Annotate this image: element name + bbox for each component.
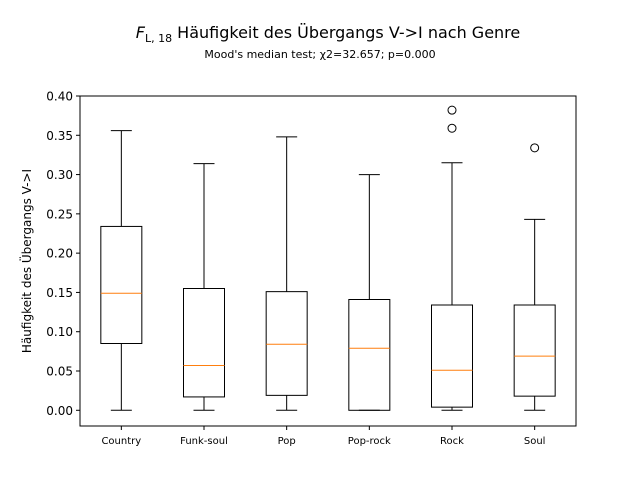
- x-axis: Country Funk-soul Pop Pop-rock Rock Soul: [101, 426, 545, 447]
- x-tick-label: Pop: [278, 436, 296, 447]
- box-rock: [431, 105, 473, 411]
- axes-frame: [79, 95, 577, 427]
- x-tick-label: Funk-soul: [180, 436, 228, 447]
- title-symbol: F: [136, 23, 146, 42]
- y-axis: 0.00 0.05 0.10 0.15 0.20 0.25 0.30 0.35 0.40: [46, 90, 80, 418]
- title-subscript: L, 18: [145, 32, 172, 45]
- x-tick-label: Rock: [440, 436, 464, 447]
- x-tick-label: Soul: [524, 436, 546, 447]
- iqr-box: [265, 291, 308, 396]
- outlier-point: [447, 123, 457, 133]
- iqr-box: [183, 288, 225, 398]
- box-pop-rock: [348, 174, 391, 411]
- iqr-box: [348, 299, 391, 411]
- x-tick-label: Country: [101, 436, 141, 447]
- y-tick-label: 0.00: [46, 404, 73, 418]
- iqr-box: [100, 225, 143, 344]
- y-tick-label: 0.25: [46, 207, 73, 221]
- y-tick-label: 0.35: [46, 129, 73, 143]
- box-soul: [513, 143, 556, 411]
- iqr-box: [431, 304, 473, 408]
- box-country: [100, 130, 143, 411]
- y-tick-label: 0.40: [46, 90, 73, 104]
- plot-area: [100, 105, 556, 411]
- outlier-point: [530, 143, 540, 153]
- x-tick-label: Pop-rock: [348, 436, 391, 447]
- y-tick-label: 0.20: [46, 247, 73, 261]
- y-tick-label: 0.30: [46, 168, 73, 182]
- y-tick-label: 0.15: [46, 286, 73, 300]
- y-axis-label: Häufigkeit des Übergangs V->I: [18, 169, 34, 353]
- outlier-point: [447, 105, 457, 115]
- chart-title: FL, 18 Häufigkeit des Übergangs V->I nac…: [136, 23, 521, 45]
- chart-subtitle: Mood's median test; χ2=32.657; p=0.000: [204, 48, 435, 61]
- y-tick-label: 0.05: [46, 365, 73, 379]
- y-tick-label: 0.10: [46, 325, 73, 339]
- box-pop: [265, 136, 308, 411]
- iqr-box: [513, 304, 556, 397]
- box-funk-soul: [183, 163, 225, 411]
- title-text: Häufigkeit des Übergangs V->I nach Genre: [172, 23, 520, 42]
